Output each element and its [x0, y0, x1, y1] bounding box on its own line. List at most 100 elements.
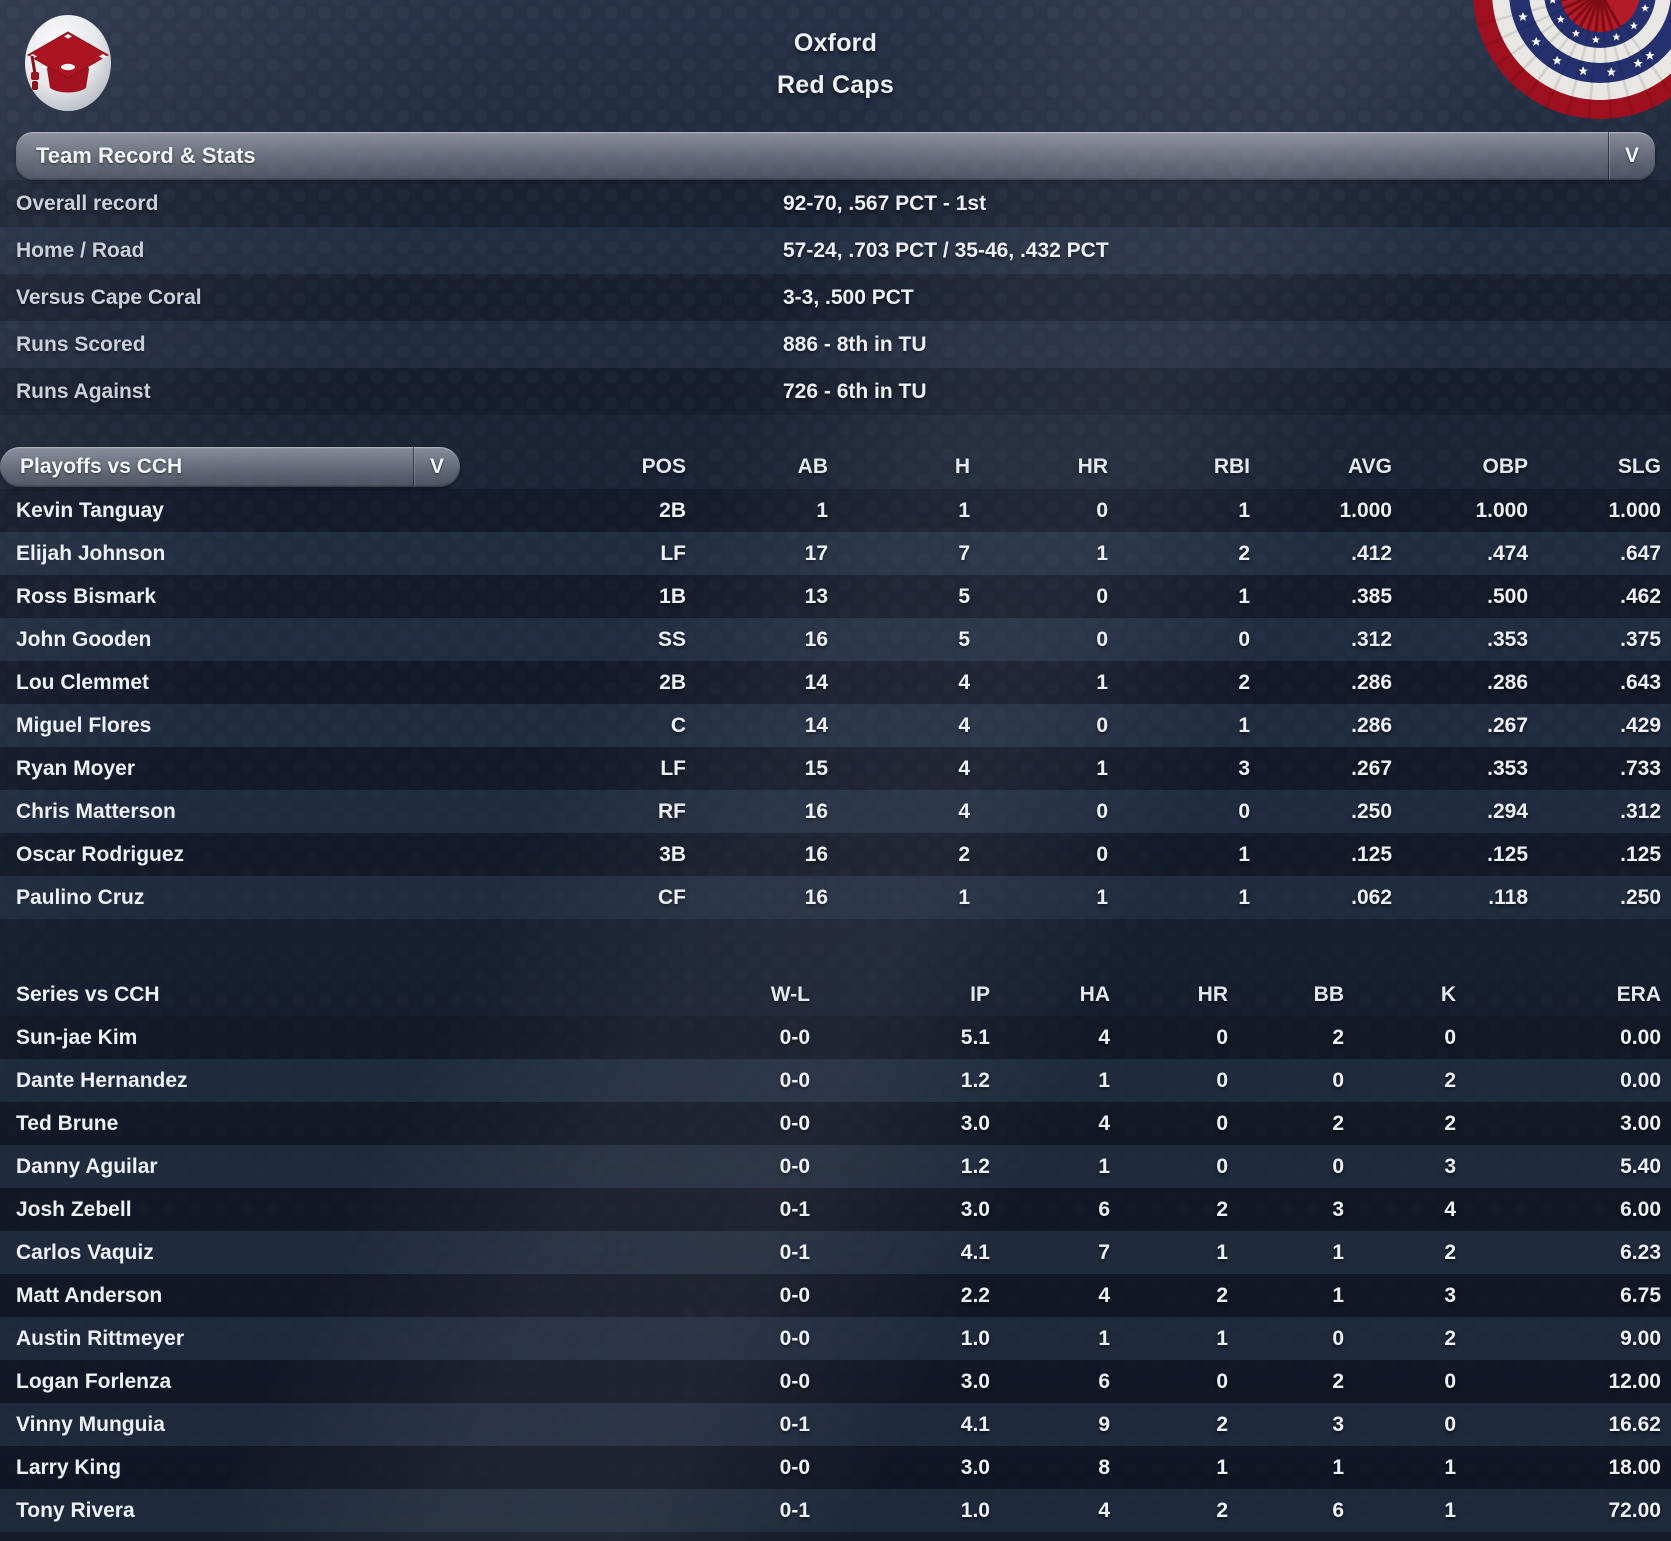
pitcher-row[interactable]: Danny Aguilar 0-0 1.2 1 0 0 3 5.40 — [0, 1145, 1671, 1188]
batter-name[interactable]: Ryan Moyer — [16, 756, 136, 780]
pitching-column-header[interactable]: ERA — [1616, 982, 1661, 1006]
pitcher-ha: 4 — [1098, 1111, 1110, 1135]
pitching-column-header[interactable]: HR — [1197, 982, 1228, 1006]
pitcher-wl: 0-0 — [779, 1455, 810, 1479]
pitcher-era: 6.23 — [1620, 1240, 1661, 1264]
record-row: Home / Road 57-24, .703 PCT / 35-46, .43… — [0, 227, 1671, 274]
pitcher-name[interactable]: Vinny Munguia — [16, 1412, 165, 1436]
pitcher-wl: 0-0 — [779, 1111, 810, 1135]
pitcher-row[interactable]: Vinny Munguia 0-1 4.1 9 2 3 0 16.62 — [0, 1403, 1671, 1446]
pitcher-name[interactable]: Dante Hernandez — [16, 1068, 188, 1092]
chevron-down-icon[interactable]: V — [413, 447, 460, 487]
batter-slg: .312 — [1620, 799, 1661, 823]
batter-obp: .353 — [1487, 756, 1528, 780]
batter-row[interactable]: Ross Bismark 1B 13 5 0 1 .385 .500 .462 — [0, 575, 1671, 618]
pitcher-bb: 1 — [1332, 1455, 1344, 1479]
batter-name[interactable]: Lou Clemmet — [16, 670, 150, 694]
batting-column-header[interactable]: HR — [1077, 455, 1108, 478]
pitching-column-header[interactable]: HA — [1079, 982, 1110, 1006]
batter-name[interactable]: Chris Matterson — [16, 799, 176, 823]
record-label: Home / Road — [16, 238, 145, 262]
pitcher-ip: 3.0 — [960, 1455, 990, 1479]
batter-row[interactable]: Miguel Flores C 14 4 0 1 .286 .267 .429 — [0, 704, 1671, 747]
batting-column-header[interactable]: RBI — [1213, 455, 1250, 478]
batter-slg: .375 — [1620, 627, 1661, 651]
pitcher-ha: 8 — [1098, 1455, 1110, 1479]
batting-column-header[interactable]: SLG — [1617, 455, 1661, 478]
pitching-column-header[interactable]: W-L — [770, 982, 810, 1006]
batter-h: 5 — [958, 584, 970, 608]
batter-row[interactable]: Elijah Johnson LF 17 7 1 2 .412 .474 .64… — [0, 532, 1671, 575]
batting-column-header[interactable]: POS — [641, 455, 686, 478]
batter-avg: 1.000 — [1339, 498, 1392, 522]
batting-column-header[interactable]: AVG — [1348, 455, 1392, 478]
pitcher-row[interactable]: Ted Brune 0-0 3.0 4 0 2 2 3.00 — [0, 1102, 1671, 1145]
batter-row[interactable]: Ryan Moyer LF 15 4 1 3 .267 .353 .733 — [0, 747, 1671, 790]
batting-column-header[interactable]: H — [954, 455, 970, 478]
pitcher-row[interactable]: Logan Forlenza 0-0 3.0 6 0 2 0 12.00 — [0, 1360, 1671, 1403]
pitcher-bb: 1 — [1332, 1240, 1344, 1264]
pitcher-name[interactable]: Carlos Vaquiz — [16, 1240, 154, 1264]
batter-name[interactable]: Oscar Rodriguez — [16, 842, 185, 866]
batter-name[interactable]: Miguel Flores — [16, 713, 152, 737]
pitcher-name[interactable]: Matt Anderson — [16, 1283, 163, 1307]
batter-name[interactable]: Kevin Tanguay — [16, 498, 164, 522]
batting-column-header[interactable]: OBP — [1482, 455, 1528, 478]
batter-rbi: 0 — [1238, 799, 1250, 823]
pitcher-name[interactable]: Danny Aguilar — [16, 1154, 158, 1178]
batter-name[interactable]: Paulino Cruz — [16, 885, 145, 909]
batter-row[interactable]: Oscar Rodriguez 3B 16 2 0 1 .125 .125 .1… — [0, 833, 1671, 876]
pitcher-row[interactable]: Sun-jae Kim 0-0 5.1 4 0 2 0 0.00 — [0, 1016, 1671, 1059]
pitcher-row[interactable]: Carlos Vaquiz 0-1 4.1 7 1 1 2 6.23 — [0, 1231, 1671, 1274]
batter-name[interactable]: Elijah Johnson — [16, 541, 166, 565]
pitching-column-header[interactable]: IP — [970, 982, 990, 1006]
pitcher-ha: 1 — [1098, 1326, 1110, 1350]
pitcher-row[interactable]: Dante Hernandez 0-0 1.2 1 0 0 2 0.00 — [0, 1059, 1671, 1102]
pitcher-hr: 2 — [1216, 1197, 1228, 1221]
pitcher-wl: 0-1 — [779, 1240, 810, 1264]
record-label: Runs Scored — [16, 332, 146, 356]
pitching-column-header[interactable]: K — [1440, 982, 1456, 1006]
batter-rbi: 2 — [1238, 541, 1250, 565]
batter-row[interactable]: Chris Matterson RF 16 4 0 0 .250 .294 .3… — [0, 790, 1671, 833]
pitcher-row[interactable]: Larry King 0-0 3.0 8 1 1 1 18.00 — [0, 1446, 1671, 1489]
pitcher-k: 1 — [1444, 1498, 1456, 1522]
pitcher-name[interactable]: Tony Rivera — [16, 1498, 135, 1522]
batter-ab: 13 — [804, 584, 828, 608]
batter-name[interactable]: John Gooden — [16, 627, 152, 651]
pitcher-k: 1 — [1444, 1455, 1456, 1479]
pitcher-row[interactable]: Tony Rivera 0-1 1.0 4 2 6 1 72.00 — [0, 1489, 1671, 1532]
chevron-down-icon[interactable]: V — [1608, 132, 1655, 180]
pitcher-bb: 6 — [1332, 1498, 1344, 1522]
pitcher-bb: 2 — [1332, 1369, 1344, 1393]
batter-obp: .125 — [1487, 842, 1528, 866]
pitching-column-header[interactable]: BB — [1313, 982, 1344, 1006]
pitcher-hr: 1 — [1216, 1240, 1228, 1264]
batter-row[interactable]: John Gooden SS 16 5 0 0 .312 .353 .375 — [0, 618, 1671, 661]
pitcher-k: 0 — [1444, 1369, 1456, 1393]
pitcher-name[interactable]: Austin Rittmeyer — [16, 1326, 185, 1350]
team-record-stats-dropdown[interactable]: Team Record & Stats V — [16, 132, 1655, 180]
pitcher-bb: 2 — [1332, 1025, 1344, 1049]
pitcher-name[interactable]: Josh Zebell — [16, 1197, 132, 1221]
batter-h: 2 — [958, 842, 970, 866]
pitcher-hr: 2 — [1216, 1498, 1228, 1522]
batter-row[interactable]: Paulino Cruz CF 16 1 1 1 .062 .118 .250 — [0, 876, 1671, 919]
batting-split-dropdown[interactable]: Playoffs vs CCH V — [0, 447, 460, 487]
batter-row[interactable]: Kevin Tanguay 2B 1 1 0 1 1.000 1.000 1.0… — [0, 489, 1671, 532]
batter-pos: LF — [660, 756, 686, 780]
pitcher-name[interactable]: Ted Brune — [16, 1111, 119, 1135]
batter-name[interactable]: Ross Bismark — [16, 584, 157, 608]
pitcher-row[interactable]: Austin Rittmeyer 0-0 1.0 1 1 0 2 9.00 — [0, 1317, 1671, 1360]
batter-obp: .500 — [1487, 584, 1528, 608]
batter-rbi: 1 — [1238, 885, 1250, 909]
pitcher-row[interactable]: Matt Anderson 0-0 2.2 4 2 1 3 6.75 — [0, 1274, 1671, 1317]
pitcher-name[interactable]: Logan Forlenza — [16, 1369, 172, 1393]
batting-column-header[interactable]: AB — [797, 455, 828, 478]
record-label: Runs Against — [16, 379, 151, 403]
batter-h: 1 — [958, 498, 970, 522]
pitcher-name[interactable]: Larry King — [16, 1455, 122, 1479]
batter-row[interactable]: Lou Clemmet 2B 14 4 1 2 .286 .286 .643 — [0, 661, 1671, 704]
pitcher-name[interactable]: Sun-jae Kim — [16, 1025, 138, 1049]
pitcher-row[interactable]: Josh Zebell 0-1 3.0 6 2 3 4 6.00 — [0, 1188, 1671, 1231]
